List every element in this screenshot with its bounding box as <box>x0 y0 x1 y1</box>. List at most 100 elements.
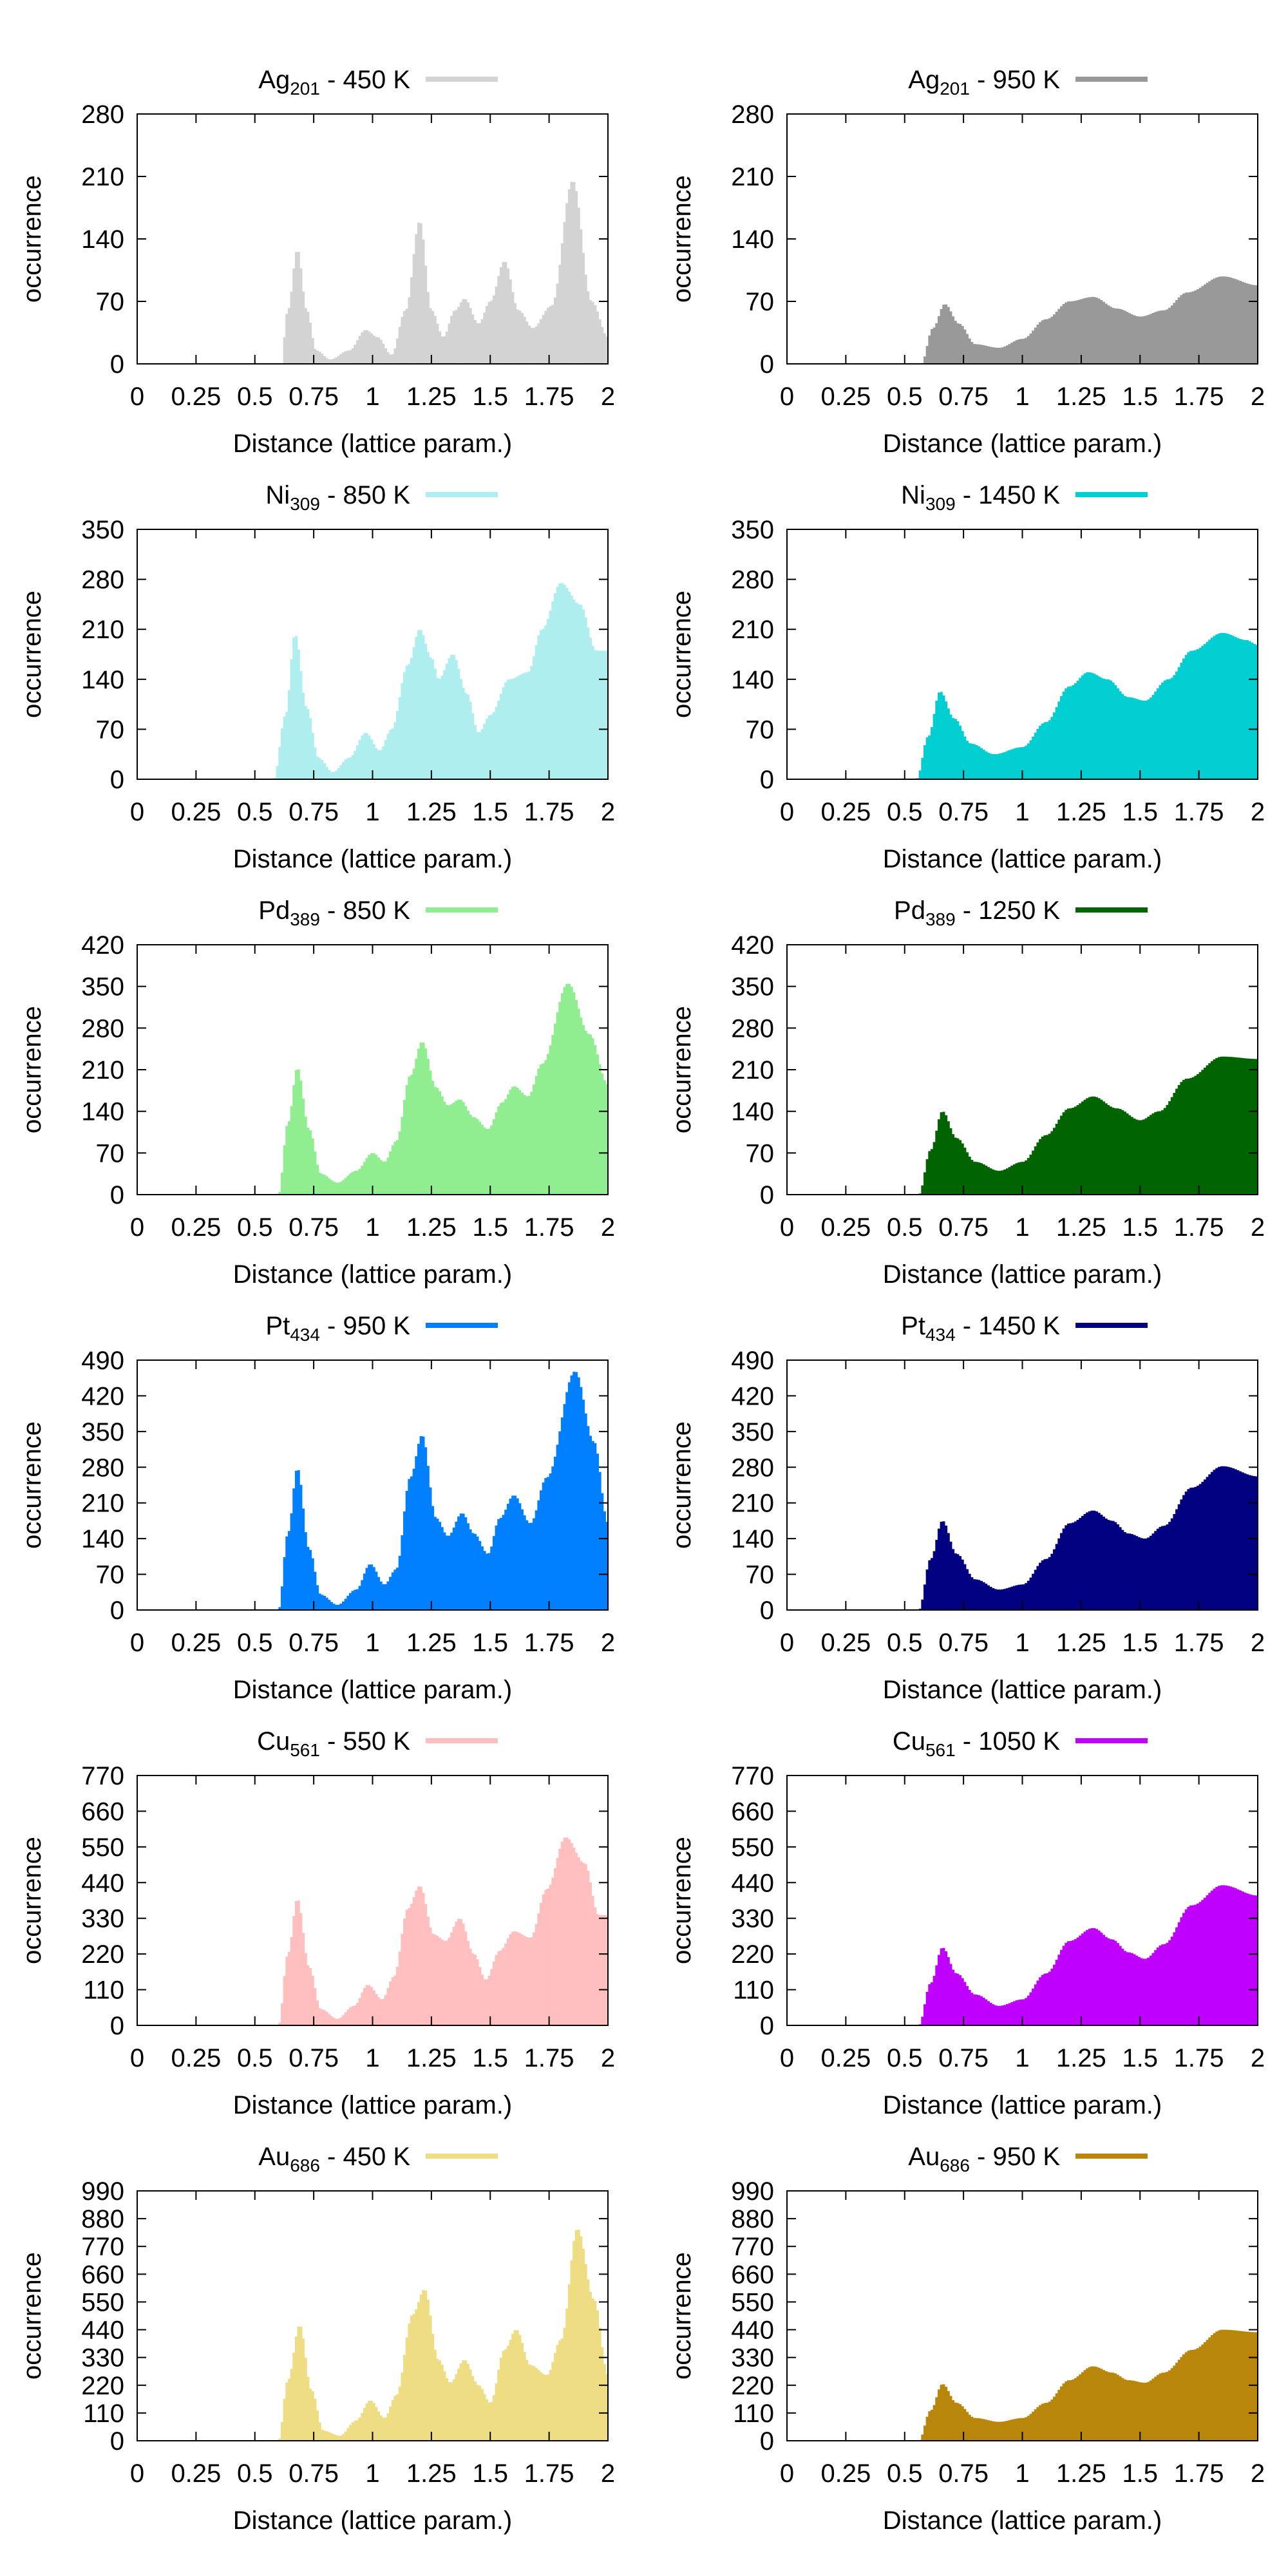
histogram-bar <box>551 601 554 779</box>
histogram-bar <box>346 2009 350 2025</box>
histogram-bar <box>1074 1521 1077 1610</box>
histogram-bar <box>452 310 456 364</box>
histogram-bar <box>1104 1518 1108 1610</box>
legend-element: Ni <box>901 481 925 509</box>
histogram-bar <box>445 1104 449 1195</box>
histogram-bar <box>533 328 536 364</box>
histogram-bar <box>591 645 594 779</box>
y-tick-label: 110 <box>83 1976 124 2005</box>
histogram-bar <box>346 350 350 364</box>
histogram-bar <box>316 1164 319 1195</box>
histogram-bar <box>563 222 566 364</box>
histogram-bar <box>301 291 305 364</box>
histogram-bar <box>440 2364 444 2441</box>
histogram-bar <box>1217 2330 1221 2441</box>
histogram-bar <box>584 1030 587 1195</box>
histogram-bar <box>565 1392 569 1610</box>
histogram-bar <box>937 316 941 364</box>
histogram-bar <box>530 1937 533 2025</box>
histogram-bar <box>598 1915 601 2025</box>
x-tick-label: 0.75 <box>938 2459 989 2488</box>
legend-subscript: 389 <box>290 909 320 929</box>
histogram-bar <box>391 354 394 364</box>
histogram-bar <box>565 1837 569 2025</box>
histogram-bar <box>1196 1074 1200 1195</box>
histogram-bar <box>951 316 955 364</box>
y-axis-label: occurrence <box>668 1421 696 1549</box>
histogram-bar <box>480 2389 484 2441</box>
histogram-bar <box>949 2396 952 2441</box>
histogram-bar <box>1156 1111 1160 1195</box>
histogram-bar <box>337 2018 340 2025</box>
histogram-bar <box>292 1915 296 2025</box>
histogram-bar <box>1166 1524 1169 1610</box>
histogram-bar <box>972 1161 976 1195</box>
histogram-bar <box>408 1479 411 1610</box>
x-tick-label: 0 <box>780 1213 794 1242</box>
histogram-bar <box>330 2433 333 2441</box>
histogram-bar <box>471 1117 475 1195</box>
histogram-bar <box>325 766 328 779</box>
histogram-bar <box>351 1591 354 1610</box>
histogram-bar <box>450 1932 453 2025</box>
legend-label: Pt434 - 1450 K <box>901 1312 1060 1345</box>
histogram-bar <box>294 1470 298 1610</box>
histogram-bar <box>1041 320 1044 364</box>
histogram-bar <box>558 1431 562 1610</box>
y-tick-label: 330 <box>81 1905 124 1933</box>
histogram-bar <box>483 1127 486 1195</box>
histogram-bar <box>499 1950 503 2025</box>
histogram-bar <box>1213 1470 1216 1610</box>
histogram-bar <box>1159 685 1162 779</box>
histogram-bar <box>1248 1058 1251 1195</box>
histogram-bar <box>476 1959 479 2025</box>
histogram-bar <box>1191 1077 1195 1195</box>
histogram-bar <box>1088 672 1092 779</box>
histogram-bar <box>436 323 439 364</box>
histogram-bar <box>951 1549 955 1610</box>
histogram-bar <box>480 1975 484 2025</box>
histogram-bar <box>1251 1475 1254 1610</box>
histogram-bar <box>956 1554 960 1610</box>
histogram-bar <box>921 757 924 779</box>
histogram-bar <box>978 344 981 364</box>
histogram-bar <box>401 317 404 364</box>
histogram-bar <box>1170 305 1174 364</box>
histogram-bar <box>1057 2389 1061 2441</box>
histogram-bar <box>947 2391 950 2441</box>
histogram-bar <box>448 658 451 779</box>
histogram-bar <box>980 1996 983 2025</box>
histogram-bar <box>290 659 293 779</box>
histogram-bar <box>1015 2418 1018 2441</box>
histogram-bar <box>563 1837 566 2025</box>
histogram-bar <box>1163 1108 1167 1195</box>
y-tick-label: 0 <box>110 2427 124 2456</box>
histogram-bar <box>982 1997 985 2025</box>
histogram-bar <box>457 668 460 779</box>
histogram-bar <box>1147 2382 1150 2441</box>
histogram-bar <box>386 1988 390 2025</box>
histogram-bar <box>1079 1103 1082 1195</box>
histogram-bar <box>1222 2329 1226 2441</box>
histogram-bar <box>368 331 371 364</box>
histogram-bar <box>951 1969 955 2025</box>
histogram-bar <box>1119 1946 1122 2025</box>
histogram-bar <box>1238 1471 1242 1610</box>
x-tick-label: 1.5 <box>472 2044 508 2072</box>
histogram-bar <box>1163 2372 1167 2441</box>
histogram-bar <box>1130 314 1133 364</box>
histogram-bar <box>433 2349 437 2441</box>
legend-element: Ni <box>265 481 290 509</box>
histogram-bar <box>1189 650 1193 779</box>
histogram-bar <box>1062 2383 1065 2441</box>
histogram-bar <box>1123 1532 1126 1610</box>
histogram-bar <box>933 327 936 364</box>
histogram-bar <box>601 327 604 364</box>
histogram-bar <box>495 1112 498 1195</box>
x-tick-label: 2 <box>1251 383 1265 411</box>
histogram-bar <box>1116 1524 1119 1610</box>
histogram-bar <box>963 1982 967 2025</box>
y-tick-label: 210 <box>81 1056 124 1084</box>
histogram-bar <box>502 1947 505 2025</box>
legend-temperature: - 1050 K <box>956 1727 1061 1756</box>
